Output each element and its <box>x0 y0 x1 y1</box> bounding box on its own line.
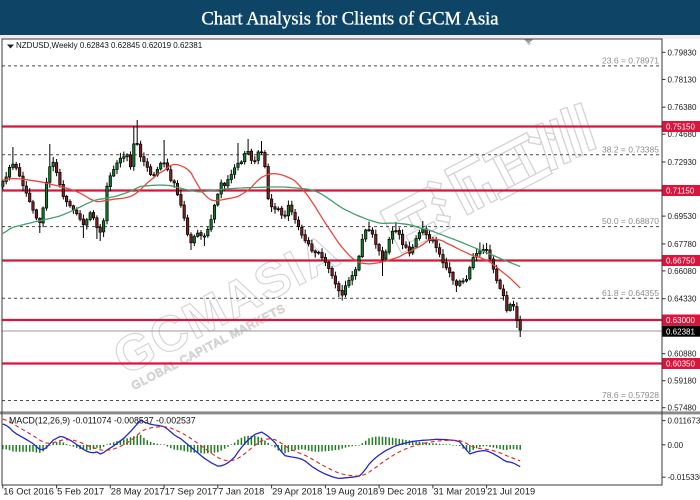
svg-text:19 Aug 2018: 19 Aug 2018 <box>326 487 378 497</box>
svg-text:-0.015336: -0.015336 <box>668 473 700 482</box>
svg-text:31 Mar 2019: 31 Mar 2019 <box>433 487 485 497</box>
svg-text:0.62381: 0.62381 <box>666 327 695 336</box>
svg-text:17 Sep 2017: 17 Sep 2017 <box>165 487 218 497</box>
svg-text:Chart Analysis for Clients of: Chart Analysis for Clients of GCM Asia <box>201 10 498 30</box>
svg-text:38.2 = 0.73385: 38.2 = 0.73385 <box>602 144 659 154</box>
svg-text:0.66080: 0.66080 <box>668 267 697 276</box>
svg-text:9 Dec 2018: 9 Dec 2018 <box>380 487 428 497</box>
svg-text:0.71150: 0.71150 <box>666 187 695 196</box>
svg-text:61.8 = 0.64355: 61.8 = 0.64355 <box>602 288 659 298</box>
svg-text:50.0 = 0.68870: 50.0 = 0.68870 <box>602 216 659 226</box>
svg-text:0.59180: 0.59180 <box>668 377 697 386</box>
svg-text:7 Jan 2018: 7 Jan 2018 <box>218 487 264 497</box>
svg-text:0.00: 0.00 <box>668 441 684 450</box>
svg-text:16 Oct 2016: 16 Oct 2016 <box>3 487 54 497</box>
svg-text:NZDUSD,Weekly 0.62843 0.62845: NZDUSD,Weekly 0.62843 0.62845 0.62019 0.… <box>16 41 203 50</box>
svg-text:0.66750: 0.66750 <box>666 257 695 266</box>
svg-text:23.6 = 0.78971: 23.6 = 0.78971 <box>602 55 659 65</box>
svg-text:0.78130: 0.78130 <box>668 75 697 84</box>
svg-text:78.6 = 0.57928: 78.6 = 0.57928 <box>602 390 659 400</box>
svg-text:21 Jul 2019: 21 Jul 2019 <box>487 487 535 497</box>
svg-text:0.75150: 0.75150 <box>666 123 695 132</box>
svg-text:0.57480: 0.57480 <box>668 404 697 413</box>
svg-text:29 Apr 2018: 29 Apr 2018 <box>272 487 322 497</box>
svg-text:0.72930: 0.72930 <box>668 158 697 167</box>
svg-text:0.011673: 0.011673 <box>668 417 700 426</box>
svg-text:MACD(12,26,9) -0.011074 -0.008: MACD(12,26,9) -0.011074 -0.008537 -0.002… <box>9 416 196 426</box>
svg-text:0.67780: 0.67780 <box>668 240 697 249</box>
svg-text:0.69530: 0.69530 <box>668 212 697 221</box>
svg-text:0.79830: 0.79830 <box>668 48 697 57</box>
svg-text:0.60880: 0.60880 <box>668 350 697 359</box>
svg-text:5 Feb 2017: 5 Feb 2017 <box>57 487 104 497</box>
svg-text:0.63000: 0.63000 <box>666 316 695 325</box>
svg-text:0.64330: 0.64330 <box>668 295 697 304</box>
svg-text:0.74680: 0.74680 <box>668 130 697 139</box>
svg-text:0.60350: 0.60350 <box>666 360 695 369</box>
svg-text:28 May 2017: 28 May 2017 <box>111 487 165 497</box>
svg-text:0.76380: 0.76380 <box>668 103 697 112</box>
